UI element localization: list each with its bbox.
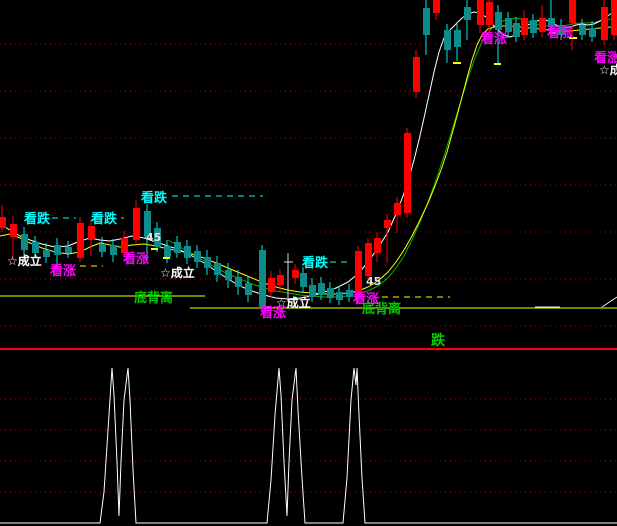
candle-body-up bbox=[384, 220, 391, 228]
candle-body-down bbox=[336, 292, 343, 300]
annotation-label: 跌 bbox=[431, 333, 446, 349]
annotation-label: 看跌 bbox=[141, 190, 168, 206]
candle-body-down bbox=[513, 23, 520, 37]
candle-body-down bbox=[154, 228, 161, 247]
candle-body-down bbox=[259, 250, 266, 308]
candle-body-down bbox=[214, 263, 221, 275]
annotation-label: 看涨 bbox=[50, 263, 76, 279]
candle-body-up bbox=[601, 7, 608, 40]
candle-body-down bbox=[454, 30, 461, 47]
candle-body-down bbox=[464, 7, 471, 20]
candle-body-up bbox=[486, 2, 493, 25]
annotation-label: 看涨 bbox=[123, 251, 149, 267]
candle-body-down bbox=[65, 247, 72, 253]
candle-body-down bbox=[309, 285, 316, 297]
candle-body-down bbox=[300, 273, 307, 287]
candle-body-down bbox=[225, 270, 232, 280]
candle-body-up bbox=[569, 0, 576, 23]
candle-body-down bbox=[530, 20, 537, 33]
candle-body-down bbox=[235, 277, 242, 287]
candle-body-down bbox=[318, 283, 325, 295]
annotation-label: ☆成立 bbox=[276, 295, 311, 310]
candle-body-down bbox=[110, 245, 117, 255]
candle-body-up bbox=[413, 57, 420, 92]
candle-body-up bbox=[0, 217, 6, 228]
candle-body-up bbox=[374, 238, 381, 253]
annotation-label: 看跌 bbox=[91, 211, 118, 227]
candle-body-up bbox=[277, 275, 284, 285]
annotation-label: 看涨 bbox=[594, 50, 617, 66]
candle-body-down bbox=[346, 290, 353, 297]
annotation-label: 看涨 bbox=[547, 25, 573, 41]
annotation-label: ☆成立 bbox=[599, 62, 617, 77]
candle-body-down bbox=[245, 283, 252, 295]
candle-body-up bbox=[521, 18, 528, 35]
candle-body-up bbox=[355, 251, 362, 298]
annotation-label: 看涨 bbox=[353, 291, 379, 307]
candle-body-up bbox=[121, 238, 128, 253]
candle-body-down bbox=[184, 246, 191, 258]
candle-body-up bbox=[88, 226, 95, 240]
candle-body-down bbox=[43, 250, 50, 257]
candle-body-down bbox=[423, 8, 430, 35]
annotation-label: ☆成立 bbox=[7, 253, 42, 268]
candle-body-up bbox=[539, 18, 546, 32]
candle-body-up bbox=[433, 0, 440, 13]
annotation-label: 底背离 bbox=[134, 290, 173, 306]
annotation-label: 看跌 bbox=[24, 211, 51, 227]
candle-body-up bbox=[133, 208, 140, 240]
indicator-spikes bbox=[0, 367, 617, 524]
candle-body-down bbox=[204, 257, 211, 268]
candle-body-up bbox=[10, 224, 17, 237]
candle-body-down bbox=[174, 242, 181, 253]
annotation-label: ☆成立 bbox=[160, 265, 195, 280]
candle-body-down bbox=[54, 245, 61, 255]
annotation-label: 看涨 bbox=[260, 305, 286, 321]
candle-body-up bbox=[292, 270, 299, 278]
annotation-label: 45 bbox=[366, 275, 381, 288]
candle-body-down bbox=[495, 12, 502, 30]
candle-body-down bbox=[144, 211, 151, 238]
candle-body-up bbox=[268, 278, 275, 292]
candle-body-up bbox=[611, 0, 617, 35]
candle-body-down bbox=[21, 234, 28, 250]
annotation-label: 底背离 bbox=[362, 301, 401, 317]
candle-body-up bbox=[404, 133, 411, 213]
annotation-label: 看跌 bbox=[302, 255, 329, 271]
candle-body-down bbox=[579, 25, 586, 35]
candle-body-down bbox=[164, 246, 171, 257]
candle-body-down bbox=[589, 28, 596, 37]
candle-body-up bbox=[394, 203, 401, 215]
candle-body-down bbox=[548, 18, 555, 26]
flat-white-rise bbox=[601, 296, 617, 308]
candle-body-down bbox=[32, 242, 39, 253]
candle-body-up bbox=[477, 0, 484, 25]
annotation-label: 看涨 bbox=[481, 31, 507, 47]
candle-body-up bbox=[77, 223, 84, 258]
candle-body-down bbox=[444, 30, 451, 50]
annotation-label: 45 bbox=[146, 231, 161, 244]
candle-body-down bbox=[327, 288, 334, 298]
candle-body-down bbox=[99, 244, 106, 252]
candle-body-down bbox=[505, 18, 512, 32]
candle-body-down bbox=[558, 25, 565, 35]
candle-body-down bbox=[194, 251, 201, 262]
candle-body-up bbox=[365, 243, 372, 276]
